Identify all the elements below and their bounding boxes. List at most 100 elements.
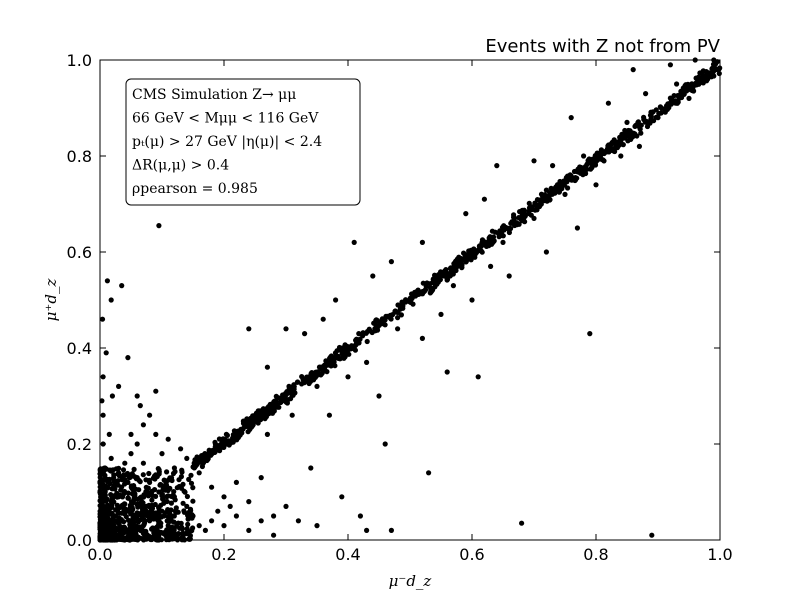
band-point-831	[226, 442, 232, 448]
cluster-point-671	[100, 497, 106, 503]
cluster-point-257	[126, 475, 133, 481]
band-point-239	[588, 165, 595, 171]
data-point-166	[283, 503, 289, 509]
data-point-128	[624, 119, 630, 125]
cluster-point-320	[172, 497, 178, 503]
band-point-849	[534, 197, 541, 203]
band-point-833	[221, 436, 227, 442]
cluster-point-524	[133, 476, 139, 482]
band-point-883	[448, 271, 454, 277]
band-point-805	[547, 197, 553, 203]
legend-line-1: 66 GeV < Mμμ < 116 GeV	[132, 111, 319, 127]
cluster-point-666	[164, 493, 170, 500]
band-point-604	[506, 229, 512, 236]
data-point-99	[370, 273, 376, 279]
band-point-657	[584, 166, 590, 172]
data-point-59	[134, 441, 140, 447]
cluster-point-655	[115, 508, 121, 514]
data-point-169	[128, 451, 134, 457]
band-point-817	[650, 109, 656, 115]
band-point-744	[542, 193, 548, 199]
cluster-point-240	[168, 500, 174, 506]
data-point-103	[326, 412, 332, 418]
cluster-point-698	[108, 492, 114, 498]
data-point-108	[395, 326, 401, 332]
cluster-point-649	[111, 472, 117, 478]
cluster-point-668	[102, 465, 108, 471]
band-point-826	[349, 343, 355, 349]
band-point-885	[492, 229, 498, 235]
data-point-150	[246, 326, 252, 332]
cluster-point-620	[105, 527, 111, 533]
band-point-881	[575, 166, 581, 172]
cluster-point-382	[176, 483, 182, 490]
band-point-812	[204, 455, 210, 461]
band-point-665	[301, 380, 307, 386]
data-point-158	[308, 465, 314, 471]
data-point-46	[233, 513, 239, 519]
cluster-point-514	[179, 526, 186, 532]
data-point-105	[364, 359, 370, 365]
cluster-point-664	[131, 483, 137, 489]
band-point-890	[625, 138, 631, 144]
data-point-149	[320, 316, 326, 322]
cluster-point-683	[153, 472, 159, 478]
band-point-565	[594, 150, 600, 156]
data-point-44	[221, 523, 227, 529]
data-point-121	[550, 163, 556, 169]
data-point-65	[165, 436, 171, 442]
cluster-point-663	[99, 481, 105, 487]
data-point-153	[314, 523, 320, 529]
band-point-778	[463, 258, 469, 264]
band-point-288	[638, 130, 644, 136]
cluster-point-686	[155, 516, 161, 522]
data-point-144	[481, 196, 487, 202]
band-point-76	[364, 338, 370, 345]
x-tick-label: 0.0	[87, 545, 112, 564]
cluster-point-694	[109, 504, 115, 510]
band-point-460	[324, 369, 330, 375]
band-point-592	[711, 73, 717, 79]
data-point-152	[289, 412, 295, 418]
band-point-891	[244, 423, 250, 429]
cluster-point-322	[119, 494, 126, 500]
data-point-122	[562, 191, 568, 197]
data-point-58	[128, 431, 134, 437]
data-point-147	[419, 239, 425, 245]
band-point-635	[212, 439, 218, 445]
cluster-point-420	[188, 508, 194, 514]
data-point-47	[246, 527, 252, 534]
cluster-point-687	[169, 477, 175, 484]
data-point-60	[140, 422, 146, 428]
cluster-point-637	[160, 483, 166, 489]
data-point-95	[103, 350, 109, 356]
cluster-point-570	[131, 489, 137, 495]
cluster-point-626	[129, 471, 135, 477]
data-point-151	[264, 431, 270, 437]
cluster-point-592	[168, 515, 174, 521]
cluster-point-540	[118, 525, 124, 531]
y-tick-label: 0.8	[67, 147, 92, 166]
band-point-532	[679, 94, 685, 101]
cluster-point-631	[186, 536, 192, 542]
data-point-50	[100, 412, 106, 418]
band-point-868	[577, 170, 584, 176]
data-point-155	[388, 527, 394, 534]
cluster-point-509	[121, 506, 127, 512]
data-point-63	[137, 403, 143, 409]
data-point-28	[106, 431, 112, 437]
cluster-point-594	[135, 501, 141, 507]
cluster-point-579	[168, 507, 174, 513]
band-point-696	[599, 156, 605, 162]
band-point-789	[605, 145, 611, 152]
data-point-68	[184, 455, 190, 461]
band-point-549	[710, 68, 717, 75]
data-point-142	[494, 163, 500, 169]
cluster-point-667	[114, 518, 120, 524]
data-point-162	[233, 479, 239, 485]
band-point-700	[452, 259, 458, 265]
band-point-790	[698, 75, 704, 82]
band-point-724	[395, 309, 401, 315]
band-point-809	[308, 371, 314, 377]
x-tick-label: 1.0	[707, 545, 732, 564]
